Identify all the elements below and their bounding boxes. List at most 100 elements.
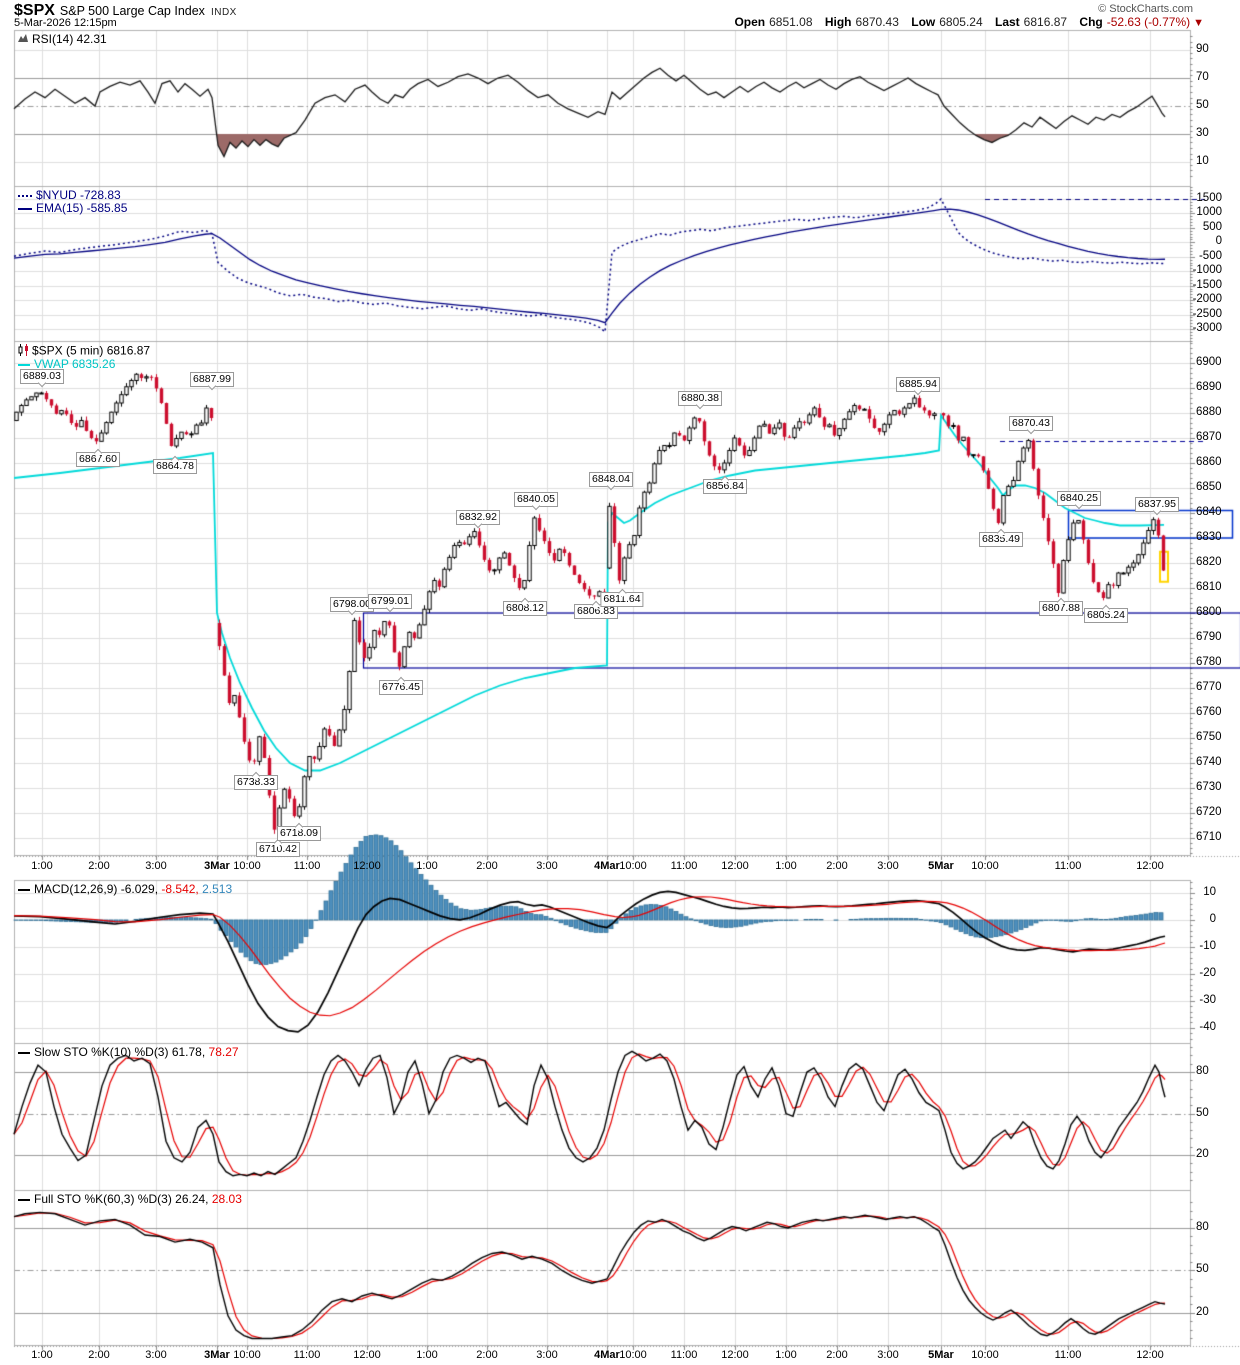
low-value: 6805.24 bbox=[939, 15, 983, 29]
y-axis-label: 80 bbox=[1196, 1065, 1209, 1077]
y-axis-label: 6780 bbox=[1196, 656, 1222, 668]
price-callout: 6808.12 bbox=[503, 600, 547, 616]
ema-legend-label: EMA(15) -585.85 bbox=[36, 201, 128, 215]
x-axis-label: 2:00 bbox=[476, 860, 498, 872]
y-axis-label: 30 bbox=[1196, 127, 1209, 139]
y-axis-label: 0 bbox=[1209, 913, 1216, 925]
ema-legend: EMA(15) -585.85 bbox=[18, 202, 127, 215]
x-axis-label: 12:00 bbox=[353, 1349, 381, 1361]
high-value: 6870.43 bbox=[855, 15, 899, 29]
price-callout: 6835.49 bbox=[979, 532, 1023, 548]
price-callout: 6811.64 bbox=[600, 591, 644, 607]
x-axis-label: 3:00 bbox=[145, 1349, 167, 1361]
black-line-swatch bbox=[18, 1051, 30, 1054]
y-axis-label: 6710 bbox=[1196, 831, 1222, 843]
x-axis-label: 11:00 bbox=[293, 1349, 321, 1361]
y-axis-label: 50 bbox=[1196, 1107, 1209, 1119]
x-axis-label: 3:00 bbox=[145, 860, 167, 872]
y-axis-label: -3000 bbox=[1192, 322, 1222, 334]
black-line-swatch bbox=[18, 888, 30, 891]
chg-value: -52.63 (-0.77%) bbox=[1106, 15, 1191, 29]
y-axis-label: 0 bbox=[1215, 235, 1222, 247]
y-axis-label: 6750 bbox=[1196, 731, 1222, 743]
open-value: 6851.08 bbox=[769, 15, 813, 29]
x-axis-label: 12:00 bbox=[721, 1349, 749, 1361]
x-axis-label: 1:00 bbox=[775, 1349, 797, 1361]
price-callout: 6870.43 bbox=[1009, 415, 1053, 431]
x-axis-label: 12:00 bbox=[1136, 1349, 1164, 1361]
solid-line-swatch bbox=[18, 207, 32, 210]
chart-datetime: 5-Mar-2026 12:15pm bbox=[14, 17, 117, 29]
x-axis-label: 3Mar bbox=[204, 860, 230, 872]
price-callout: 6776.45 bbox=[379, 679, 423, 695]
y-axis-label: 500 bbox=[1202, 221, 1222, 233]
copyright: © StockCharts.com bbox=[1098, 3, 1193, 15]
y-axis-label: 90 bbox=[1196, 43, 1209, 55]
y-axis-label: 6840 bbox=[1196, 506, 1222, 518]
y-axis-label: 6790 bbox=[1196, 631, 1222, 643]
symbol: $SPX bbox=[14, 2, 55, 19]
x-axis-label: 11:00 bbox=[1054, 860, 1082, 872]
price-callout: 6806.83 bbox=[574, 603, 618, 619]
price-callout: 6887.99 bbox=[190, 372, 234, 388]
macd-legend-black: MACD(12,26,9) -6.029, bbox=[34, 882, 159, 896]
x-axis-label: 1:00 bbox=[416, 860, 438, 872]
x-axis-label: 11:00 bbox=[293, 860, 321, 872]
x-axis-label: 4Mar bbox=[594, 860, 620, 872]
y-axis-label: 50 bbox=[1196, 1263, 1209, 1275]
quote-bar: Open 6851.08 High 6870.43 Low 6805.24 Last 6… bbox=[725, 15, 1204, 29]
x-axis-label: 10:00 bbox=[619, 860, 647, 872]
x-axis-label: 3:00 bbox=[536, 860, 558, 872]
y-axis-label: -30 bbox=[1199, 994, 1216, 1006]
x-axis-label: 2:00 bbox=[476, 1349, 498, 1361]
y-axis-label: 6890 bbox=[1196, 381, 1222, 393]
dropdown-arrow-icon[interactable]: ▼ bbox=[1193, 17, 1204, 29]
y-axis-label: 6860 bbox=[1196, 456, 1222, 468]
x-axis-label: 2:00 bbox=[88, 1349, 110, 1361]
price-callout: 6799.01 bbox=[368, 594, 412, 610]
price-callout: 6867.60 bbox=[76, 452, 120, 467]
y-axis-label: -500 bbox=[1198, 250, 1222, 262]
area-chart-icon bbox=[18, 33, 29, 46]
x-axis-label: 3:00 bbox=[536, 1349, 558, 1361]
y-axis-label: 20 bbox=[1196, 1306, 1209, 1318]
macd-legend-blue: 2.513 bbox=[202, 882, 233, 896]
price-callout: 6885.94 bbox=[896, 377, 940, 393]
x-axis-label: 5Mar bbox=[928, 1349, 954, 1361]
price-callout: 6798.00 bbox=[330, 597, 374, 612]
x-axis-label: 2:00 bbox=[826, 860, 848, 872]
x-axis-label: 11:00 bbox=[670, 860, 698, 872]
price-callout: 6840.25 bbox=[1057, 491, 1101, 507]
x-axis-label: 3:00 bbox=[877, 1349, 899, 1361]
x-axis-label: 1:00 bbox=[775, 860, 797, 872]
price-callout: 6807.88 bbox=[1039, 601, 1083, 617]
nyud-legend-label: $NYUD -728.83 bbox=[36, 188, 121, 202]
x-axis-label: 12:00 bbox=[1136, 860, 1164, 872]
y-axis-label: -1500 bbox=[1192, 279, 1222, 291]
spx-legend: $SPX (5 min) 6816.87 bbox=[18, 344, 150, 359]
y-axis-label: 10 bbox=[1196, 155, 1209, 167]
price-callout: 6864.78 bbox=[153, 459, 197, 475]
rsi-legend-label: RSI(14) 42.31 bbox=[32, 32, 107, 46]
y-axis-label: 6850 bbox=[1196, 481, 1222, 493]
y-axis-label: 6820 bbox=[1196, 556, 1222, 568]
y-axis-label: -2000 bbox=[1192, 293, 1222, 305]
y-axis-label: 20 bbox=[1196, 1148, 1209, 1160]
macd-legend: MACD(12,26,9) -6.029, -8.542, 2.513 bbox=[18, 883, 232, 896]
vwap-legend: VWAP 6835.26 bbox=[18, 358, 115, 371]
y-axis-label: 6870 bbox=[1196, 431, 1222, 443]
chg-label: Chg bbox=[1079, 15, 1103, 29]
exchange: INDX bbox=[210, 7, 237, 18]
x-axis-label: 10:00 bbox=[971, 1349, 999, 1361]
header: $SPX S&P 500 Large Cap Index INDX bbox=[14, 2, 237, 20]
slow-sto-legend-red: 78.27 bbox=[208, 1045, 239, 1059]
spx-legend-label: $SPX (5 min) 6816.87 bbox=[32, 343, 151, 358]
price-callout: 6880.38 bbox=[678, 391, 722, 407]
x-axis-label: 4Mar bbox=[594, 1349, 620, 1361]
y-axis-label: 6830 bbox=[1196, 531, 1222, 543]
vwap-legend-label: VWAP 6835.26 bbox=[34, 357, 116, 371]
price-callout: 6889.03 bbox=[20, 369, 64, 385]
black-line-swatch bbox=[18, 1198, 30, 1201]
